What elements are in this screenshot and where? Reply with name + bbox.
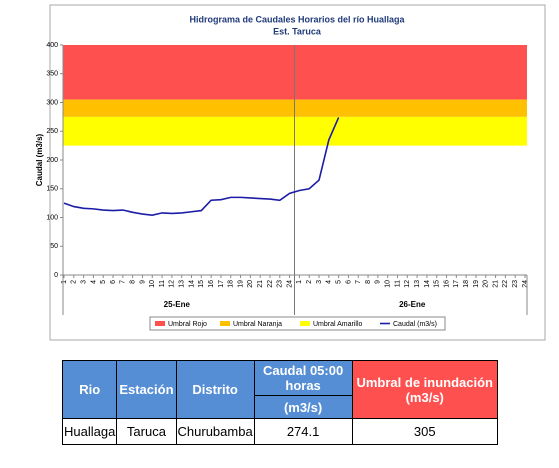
y-tick-label: 200	[46, 157, 58, 164]
x-tick-label: 21	[492, 280, 499, 288]
x-tick-label: 6	[345, 280, 352, 284]
x-tick-label: 19	[473, 280, 480, 288]
x-tick-label: 11	[159, 280, 166, 287]
x-tick-label: 20	[247, 280, 254, 288]
x-tick-label: 22	[502, 280, 509, 288]
y-axis-label: Caudal (m3/s)	[35, 133, 44, 186]
y-tick-label: 250	[46, 128, 58, 135]
header-cell: (m3/s)	[253, 395, 353, 419]
x-tick-label: 2	[306, 280, 313, 284]
y-tick-label: 300	[46, 99, 58, 106]
x-tick-label: 18	[228, 280, 235, 288]
x-tick-label: 16	[208, 280, 215, 288]
data-table: Rio Estación Distrito Caudal 05:00 horas…	[61, 360, 498, 445]
x-tick-label: 8	[365, 280, 372, 284]
group-label: 25-Ene	[164, 300, 191, 309]
legend-box	[149, 316, 446, 331]
x-tick-label: 22	[267, 280, 274, 288]
x-tick-label: 1	[296, 280, 303, 284]
x-tick-label: 12	[404, 280, 411, 288]
x-tick-label: 10	[149, 280, 156, 288]
x-tick-label: 7	[355, 280, 362, 284]
x-tick-label: 3	[316, 280, 323, 284]
x-tick-label: 16	[443, 280, 450, 288]
legend-label: Umbral Naranja	[233, 321, 282, 328]
x-tick-label: 15	[198, 280, 205, 288]
x-tick-label: 23	[512, 280, 519, 288]
x-tick-label: 11	[394, 280, 401, 287]
x-tick-label: 13	[414, 280, 421, 288]
x-tick-label: 18	[463, 280, 470, 288]
header-cell: Caudal 05:00 horas	[253, 360, 353, 396]
x-tick-label: 7	[120, 280, 127, 284]
x-tick-label: 14	[424, 280, 431, 288]
table-cell: 305	[351, 418, 498, 445]
y-tick-label: 50	[50, 243, 58, 250]
x-tick-label: 19	[237, 280, 244, 288]
chart-title: Hidrograma de Caudales Horarios del río …	[189, 14, 405, 24]
table-cell: 274.1	[253, 418, 353, 445]
x-tick-label: 24	[286, 280, 293, 288]
x-tick-label: 12	[169, 280, 176, 288]
y-tick-label: 100	[46, 214, 58, 221]
legend-label: Umbral Rojo	[168, 321, 207, 328]
x-tick-label: 2	[71, 280, 78, 284]
x-tick-label: 23	[277, 280, 284, 288]
legend-label: Umbral Amarillo	[313, 321, 363, 328]
x-tick-label: 3	[80, 280, 87, 284]
series-line	[63, 117, 340, 217]
x-tick-label: 5	[335, 280, 342, 284]
legend-swatch	[300, 321, 310, 326]
y-tick-label: 350	[46, 71, 58, 78]
chart: Hidrograma de Caudales Horarios del río …	[35, 4, 546, 341]
y-tick-label: 0	[54, 272, 58, 279]
header-cell: Distrito	[175, 360, 255, 419]
x-tick-label: 5	[100, 280, 107, 284]
y-tick-label: 150	[46, 186, 58, 193]
header-cell: Estación	[116, 360, 177, 419]
x-tick-label: 8	[130, 280, 137, 284]
legend-swatch	[155, 321, 165, 326]
header-cell: Rio	[61, 360, 118, 419]
x-tick-label: 9	[139, 280, 146, 284]
x-tick-label: 15	[434, 280, 441, 288]
x-tick-label: 24	[522, 280, 529, 288]
x-tick-label: 17	[453, 280, 460, 288]
group-label: 26-Ene	[399, 300, 426, 309]
header-cell: Umbral de inundación (m3/s)	[351, 360, 498, 419]
table-cell: Churubamba	[175, 418, 255, 445]
x-tick-label: 9	[375, 280, 382, 284]
x-tick-label: 14	[188, 280, 195, 288]
legend-swatch	[220, 321, 230, 326]
table-cell: Huallaga	[61, 418, 118, 445]
legend-label: Caudal (m3/s)	[393, 321, 437, 328]
x-tick-label: 1	[61, 280, 68, 284]
table-cell: Taruca	[116, 418, 177, 445]
x-tick-label: 17	[218, 280, 225, 288]
chart-subtitle: Est. Taruca	[273, 26, 322, 36]
y-tick-label: 400	[46, 42, 58, 49]
x-tick-label: 10	[385, 280, 392, 288]
x-tick-label: 21	[257, 280, 264, 288]
x-tick-label: 20	[483, 280, 490, 288]
x-tick-label: 4	[90, 280, 97, 284]
x-tick-label: 13	[179, 280, 186, 288]
x-tick-label: 6	[110, 280, 117, 284]
x-tick-label: 4	[326, 280, 333, 284]
